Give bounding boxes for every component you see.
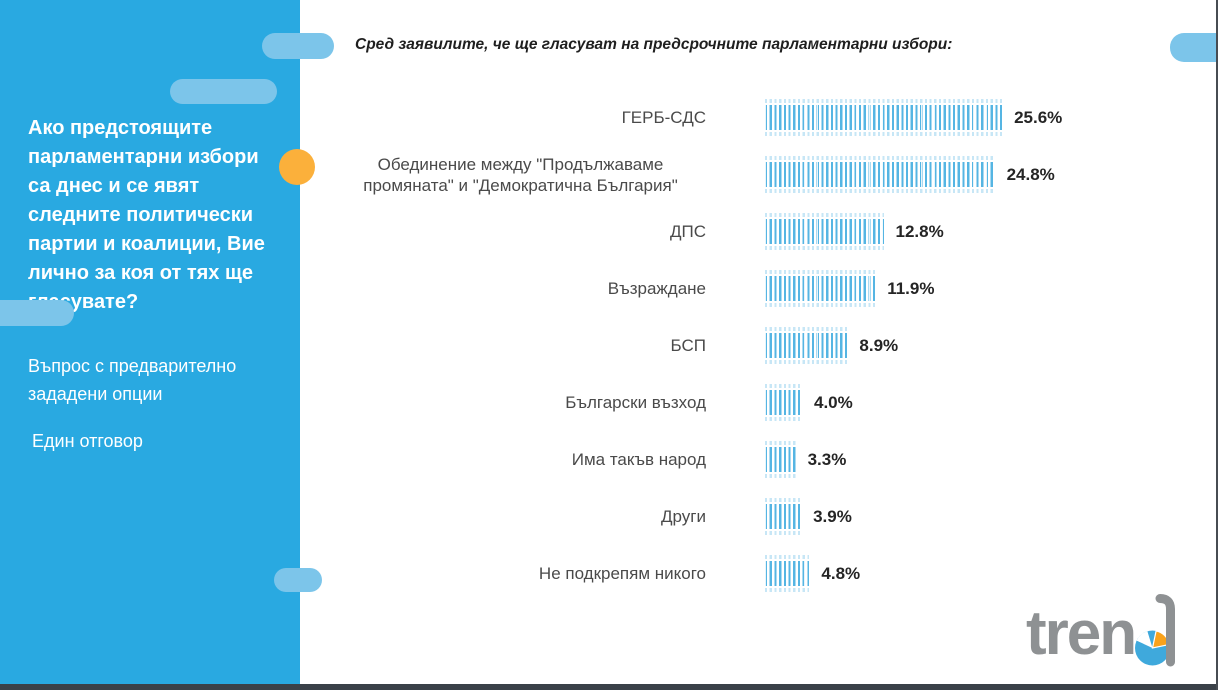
- category-label: Не подкрепям никого: [538, 564, 706, 583]
- category-label: Обединение между "Продължаваме промяната…: [363, 154, 678, 195]
- chart-row: ГЕРБ-СДС 25.6%: [335, 89, 1195, 146]
- logo-letter-d-with-pie-icon: [1135, 594, 1176, 667]
- answer-type-note: Един отговор: [32, 431, 143, 451]
- bar: [765, 441, 796, 478]
- chart-title: Сред заявилите, че ще гласуват на предср…: [355, 36, 953, 53]
- pill-decoration: [0, 300, 74, 326]
- survey-question: Ако предстоящите парламентарни избори са…: [28, 117, 265, 313]
- category-label: Има такъв народ: [571, 450, 706, 469]
- trend-logo: tren: [1026, 594, 1179, 668]
- value-label: 25.6%: [1014, 107, 1063, 127]
- bar: [765, 270, 876, 307]
- value-label: 4.8%: [821, 563, 861, 583]
- question-type-note: Въпрос с предварително зададени опции: [28, 356, 237, 404]
- logo-text: tren: [1026, 599, 1137, 668]
- value-label: 11.9%: [887, 278, 935, 298]
- value-label: 3.9%: [813, 506, 852, 526]
- chart-row: ДПС 12.8%: [335, 203, 1195, 260]
- category-label: ГЕРБ-СДС: [621, 108, 706, 127]
- pill-decoration: [262, 33, 334, 59]
- pill-decoration: [1170, 33, 1216, 62]
- value-label: 24.8%: [1006, 164, 1055, 184]
- category-label: Възраждане: [607, 279, 706, 298]
- chart-row: Обединение между "Продължаваме промяната…: [335, 146, 1195, 203]
- bar: [765, 156, 995, 193]
- bar: [765, 555, 810, 592]
- bottom-bar: [0, 684, 1218, 690]
- value-label: 8.9%: [859, 335, 899, 355]
- bar: [765, 213, 884, 250]
- value-label: 4.0%: [814, 392, 853, 412]
- chart-row: Възраждане 11.9%: [335, 260, 1195, 317]
- bar: [765, 384, 802, 421]
- category-label: ДПС: [669, 222, 706, 241]
- pill-decoration: [170, 79, 277, 104]
- category-label: Български възход: [565, 393, 706, 412]
- pill-decoration: [274, 568, 322, 592]
- bar: [765, 99, 1003, 136]
- right-edge-line: [1216, 0, 1218, 690]
- value-label: 12.8%: [895, 221, 944, 241]
- chart-row: Не подкрепям никого 4.8%: [335, 545, 1195, 602]
- bar: [765, 327, 848, 364]
- bar-chart: ГЕРБ-СДС 25.6% Обединение между "Продълж…: [335, 89, 1195, 602]
- chart-row: Други 3.9%: [335, 488, 1195, 545]
- value-label: 3.3%: [807, 449, 847, 469]
- category-label: БСП: [670, 336, 706, 355]
- chart-row: Има такъв народ 3.3%: [335, 431, 1195, 488]
- category-label: Други: [661, 507, 706, 526]
- sidebar: Ако предстоящите парламентарни избори са…: [0, 0, 300, 684]
- chart-row: Български възход 4.0%: [335, 374, 1195, 431]
- chart-row: БСП 8.9%: [335, 317, 1195, 374]
- orange-dot-decoration: [279, 149, 315, 185]
- bar: [765, 498, 802, 535]
